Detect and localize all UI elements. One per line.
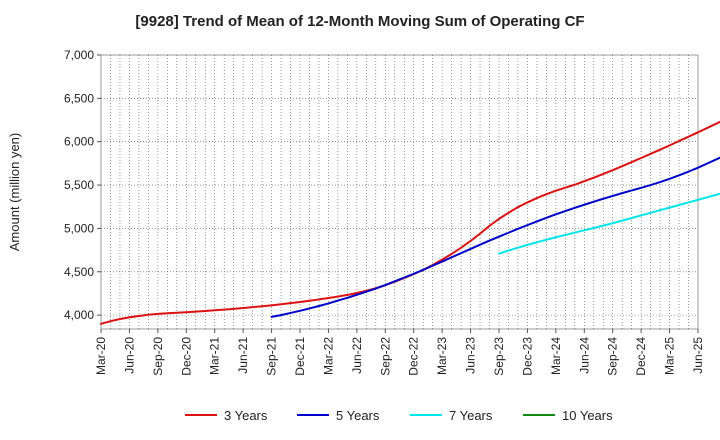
x-tick-label: Dec-23 (520, 337, 534, 376)
legend-label-5-years: 5 Years (336, 408, 380, 423)
x-tick-label: Jun-23 (464, 337, 478, 374)
x-tick-label: Jun-24 (577, 337, 591, 374)
x-tick-label: Mar-24 (549, 337, 563, 375)
x-tick-label: Sep-20 (151, 337, 165, 376)
legend: 3 Years 5 Years 7 Years 10 Years (185, 408, 613, 423)
legend-label-10-years: 10 Years (562, 408, 613, 423)
x-tick-label: Mar-22 (321, 337, 335, 375)
y-axis-ticks: 4,000 4,500 5,000 5,500 6,000 6,500 7,000 (64, 48, 101, 322)
y-tick-label: 4,500 (64, 265, 94, 279)
y-tick-label: 6,500 (64, 91, 94, 105)
series-line-3-years (100, 120, 720, 325)
x-tick-label: Sep-24 (606, 337, 620, 376)
x-tick-label: Dec-20 (179, 337, 193, 376)
x-tick-label: Jun-21 (236, 337, 250, 374)
y-tick-label: 7,000 (64, 48, 94, 62)
x-tick-label: Sep-23 (492, 337, 506, 376)
x-tick-label: Dec-24 (634, 337, 648, 376)
x-tick-label: Jun-22 (350, 337, 364, 374)
chart-title: [9928] Trend of Mean of 12-Month Moving … (135, 13, 584, 30)
y-tick-label: 5,000 (64, 221, 94, 235)
x-tick-label: Dec-21 (293, 337, 307, 376)
series-lines (100, 120, 720, 325)
x-tick-label: Mar-23 (435, 337, 449, 375)
series-line-5-years (270, 156, 720, 318)
x-tick-label: Jun-25 (691, 337, 705, 374)
series-line-7-years (498, 192, 720, 255)
grid-lines (101, 55, 698, 329)
x-tick-label: Sep-21 (265, 337, 279, 376)
legend-label-7-years: 7 Years (449, 408, 493, 423)
x-tick-label: Mar-20 (94, 337, 108, 375)
plot-area (100, 54, 699, 330)
x-tick-label: Dec-22 (407, 337, 421, 376)
x-tick-label: Jun-20 (122, 337, 136, 374)
x-tick-label: Mar-25 (663, 337, 677, 375)
x-tick-label: Sep-22 (378, 337, 392, 376)
y-tick-label: 4,000 (64, 308, 94, 322)
x-tick-label: Mar-21 (208, 337, 222, 375)
y-tick-label: 6,000 (64, 135, 94, 149)
y-axis-label: Amount (million yen) (7, 133, 22, 252)
legend-label-3-years: 3 Years (224, 408, 268, 423)
x-axis-ticks: Mar-20 Jun-20 Sep-20 Dec-20 Mar-21 Jun-21 Sep-… (94, 329, 705, 376)
y-tick-label: 5,500 (64, 178, 94, 192)
